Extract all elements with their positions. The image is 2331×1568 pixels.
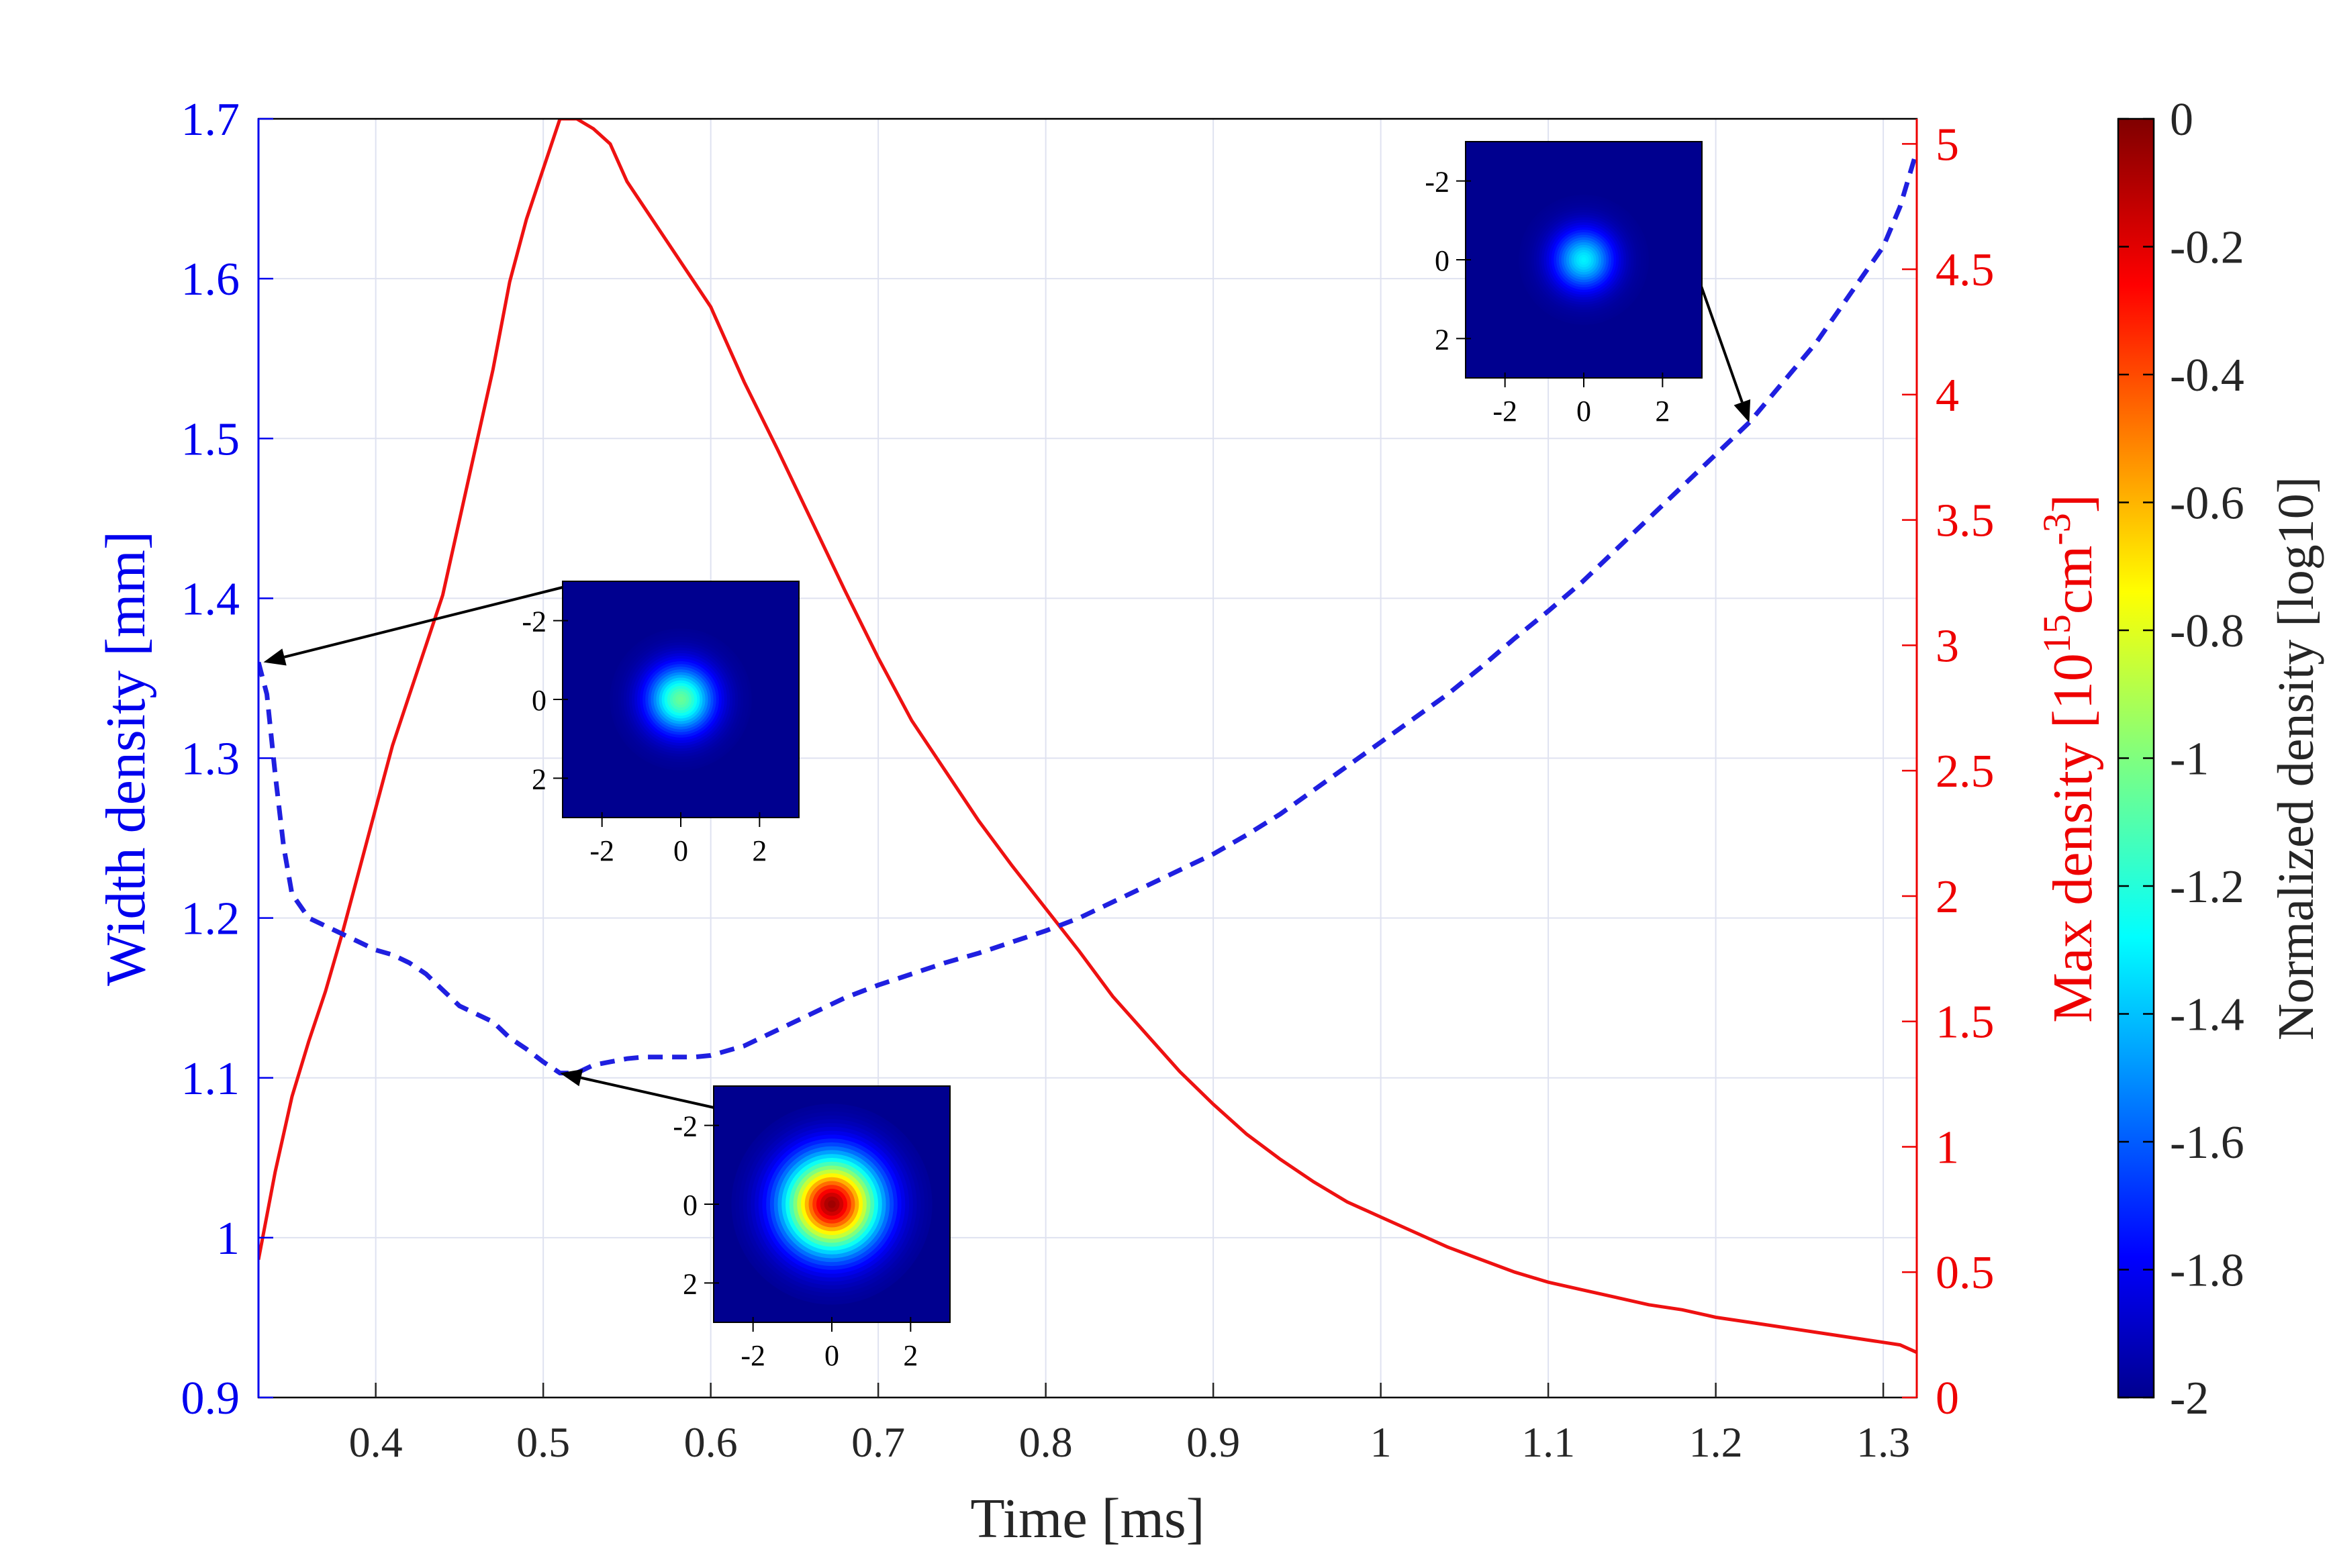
inset-left-arrow-head — [263, 648, 287, 666]
inset-upper-right-y-tick-label-0: -2 — [1425, 166, 1449, 199]
inset-bottom-y-tick-label-0: -2 — [673, 1110, 698, 1143]
inset-bottom: -2 0 2 -2 0 2 — [673, 1085, 951, 1372]
inset-upper-right: -2 0 2 -2 0 2 — [1425, 141, 1703, 428]
inset-bottom-x-tick-label-2: 2 — [903, 1339, 918, 1372]
colorbar-tick-label-7: -1.4 — [2170, 989, 2244, 1041]
inset-left: -2 0 2 -2 0 2 — [522, 581, 800, 867]
x-tick-label-4: 0.8 — [1019, 1418, 1073, 1466]
x-axis-label: Time [ms] — [970, 1487, 1204, 1550]
max-density-series-line — [258, 119, 1917, 1355]
x-tick-label-2: 0.6 — [684, 1418, 738, 1466]
inset-bottom-x-tick-label-0: -2 — [741, 1339, 765, 1372]
y-axis-left-label: Width density [mm] — [95, 531, 157, 986]
inset-left-x-tick-label-0: -2 — [589, 834, 614, 867]
y-left-tick-label-4: 1.3 — [181, 734, 240, 785]
x-tick-label-9: 1.3 — [1856, 1418, 1910, 1466]
x-axis: 0.4 0.5 0.6 0.7 0.8 0.9 1 1.1 1.2 1.3 — [349, 1383, 1910, 1466]
y-right-label-mid: cm — [2042, 546, 2104, 615]
arrows — [263, 278, 1751, 1109]
y-right-tick-label-3: 1.5 — [1936, 997, 1995, 1048]
colorbar-tick-label-6: -1.2 — [2170, 861, 2244, 913]
y-right-tick-label-6: 3 — [1936, 620, 1959, 672]
y-left-tick-label-1: 1 — [216, 1213, 240, 1265]
y-left-tick-label-0: 0.9 — [181, 1373, 240, 1424]
colorbar-tick-label-4: -0.8 — [2170, 605, 2244, 657]
y-axis-left: 0.9 1 1.1 1.2 1.3 1.4 1.5 1.6 1.7 — [181, 94, 273, 1424]
inset-upper-right-x-tick-label-0: -2 — [1492, 395, 1517, 428]
y-right-label-prefix: Max density [10 — [2042, 653, 2104, 1023]
y-axis-right: 0 0.5 1 1.5 2 2.5 3 3.5 4 4.5 5 — [1902, 119, 1995, 1424]
inset-left-x-tick-label-2: 2 — [752, 834, 767, 867]
x-tick-label-8: 1.2 — [1689, 1418, 1743, 1466]
x-tick-label-0: 0.4 — [349, 1418, 403, 1466]
inset-left-spot-ring — [677, 696, 684, 703]
colorbar-tick-label-8: -1.6 — [2170, 1117, 2244, 1169]
y-right-tick-label-2: 1 — [1936, 1122, 1959, 1173]
y-left-tick-label-5: 1.4 — [181, 573, 240, 625]
inset-left-y-tick-label-0: -2 — [522, 605, 546, 638]
inset-left-y-tick-label-2: 2 — [532, 763, 546, 795]
inset-upper-right-spot-ring — [1581, 257, 1586, 262]
colorbar-tick-label-3: -0.6 — [2170, 478, 2244, 530]
y-right-label-sup2: -3 — [2035, 513, 2079, 545]
y-right-tick-label-10: 5 — [1936, 119, 1959, 170]
inset-bottom-spot-ring — [828, 1200, 836, 1208]
colorbar-tick-label-9: -1.8 — [2170, 1245, 2244, 1297]
y-left-tick-label-6: 1.5 — [181, 413, 240, 465]
y-left-tick-label-8: 1.7 — [181, 94, 240, 146]
y-right-tick-label-1: 0.5 — [1936, 1247, 1995, 1299]
inset-bottom-arrow-line — [580, 1076, 714, 1109]
colorbar-tick-label-5: -1 — [2170, 734, 2209, 785]
inset-left-arrow-line — [284, 586, 563, 658]
inset-upper-right-y-tick-label-1: 0 — [1435, 244, 1449, 277]
x-tick-label-5: 0.9 — [1186, 1418, 1240, 1466]
inset-bottom-arrow-head — [560, 1069, 583, 1087]
y-left-tick-label-2: 1.1 — [181, 1053, 240, 1105]
x-tick-label-1: 0.5 — [516, 1418, 570, 1466]
y-left-tick-label-7: 1.6 — [181, 254, 240, 305]
y-right-tick-label-0: 0 — [1936, 1373, 1959, 1424]
insets: -2 0 2 -2 0 2 -2 0 2 -2 0 2 -2 0 2 -2 0 2 — [522, 141, 1703, 1372]
y-right-tick-label-8: 4 — [1936, 370, 1959, 422]
inset-bottom-y-tick-label-2: 2 — [683, 1267, 698, 1300]
y-right-tick-label-4: 2 — [1936, 871, 1959, 923]
inset-upper-right-arrow-line — [1697, 278, 1744, 403]
inset-upper-right-x-tick-label-2: 2 — [1655, 395, 1670, 428]
colorbar-tick-label-2: -0.4 — [2170, 350, 2244, 401]
inset-upper-right-arrow-head — [1733, 399, 1751, 423]
colorbar-tick-label-0: 0 — [2170, 94, 2193, 146]
inset-left-y-tick-label-1: 0 — [532, 684, 546, 717]
y-left-tick-label-3: 1.2 — [181, 893, 240, 945]
y-axis-right-label: Max density [1015cm-3] — [2035, 494, 2105, 1023]
y-right-tick-label-5: 2.5 — [1936, 746, 1995, 797]
colorbar-ticks: 0 -0.2 -0.4 -0.6 -0.8 -1 -1.2 -1.4 -1.6 -1.8 -2 — [2118, 94, 2244, 1424]
inset-upper-right-y-tick-label-2: 2 — [1435, 323, 1449, 356]
y-right-tick-label-9: 4.5 — [1936, 244, 1995, 296]
inset-bottom-y-tick-label-1: 0 — [683, 1189, 698, 1222]
colorbar-tick-label-1: -0.2 — [2170, 222, 2244, 274]
width-density-series-line — [258, 150, 1917, 1076]
colorbar-tick-label-10: -2 — [2170, 1373, 2209, 1424]
inset-bottom-x-tick-label-1: 0 — [824, 1339, 839, 1372]
x-tick-label-6: 1 — [1370, 1418, 1392, 1466]
y-right-label-suffix: ] — [2042, 494, 2104, 513]
colorbar-label: Normalized density [log10] — [2268, 477, 2324, 1040]
y-right-tick-label-7: 3.5 — [1936, 495, 1995, 547]
inset-upper-right-x-tick-label-1: 0 — [1576, 395, 1591, 428]
x-tick-label-3: 0.7 — [851, 1418, 905, 1466]
y-right-label-sup1: 15 — [2035, 614, 2079, 653]
x-tick-label-7: 1.1 — [1521, 1418, 1575, 1466]
inset-left-x-tick-label-1: 0 — [673, 834, 688, 867]
